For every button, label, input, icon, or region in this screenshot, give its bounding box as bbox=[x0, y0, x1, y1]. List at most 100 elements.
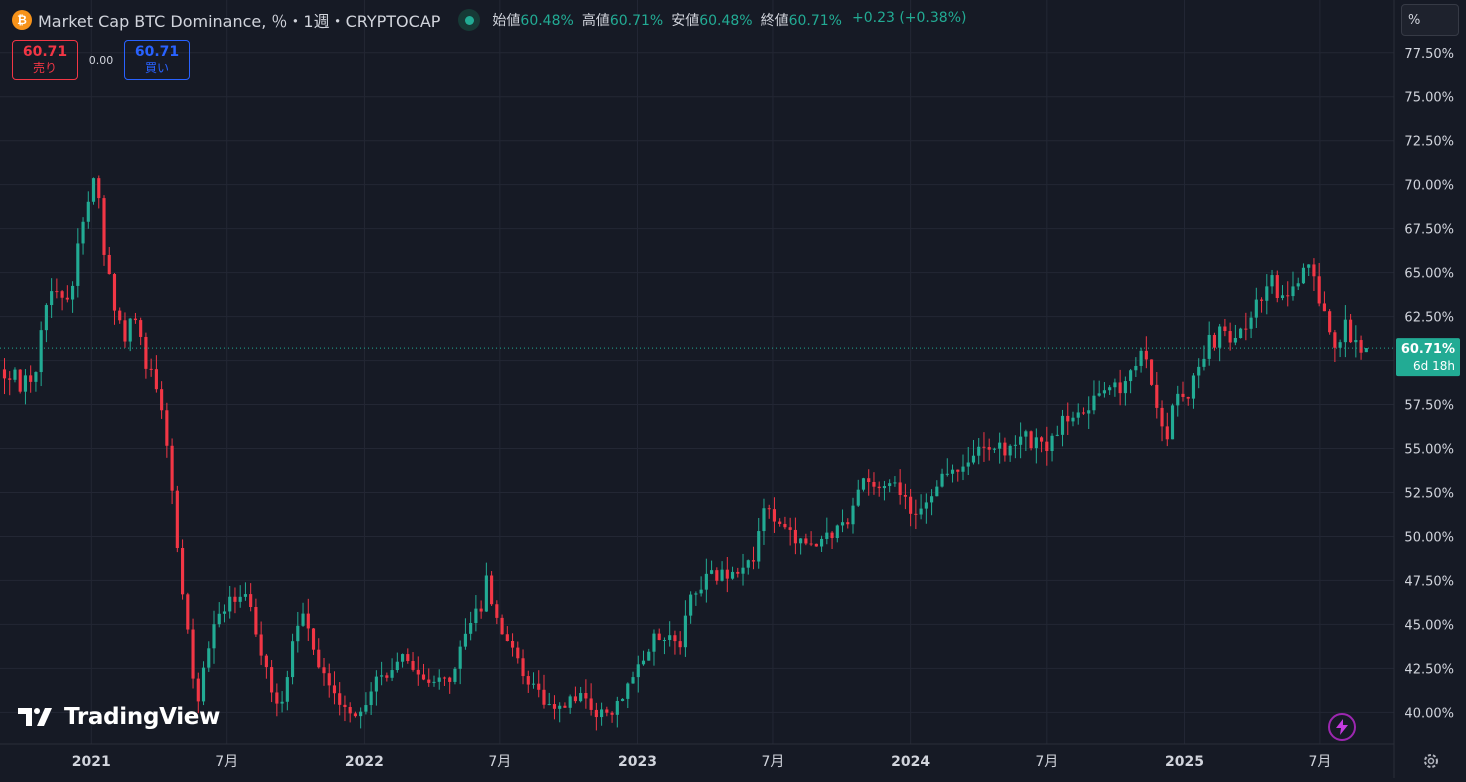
candle-body[interactable] bbox=[641, 660, 646, 665]
candle-body[interactable] bbox=[673, 635, 677, 642]
candle-body[interactable] bbox=[652, 633, 656, 652]
candle-body[interactable] bbox=[1040, 437, 1044, 442]
candle-body[interactable] bbox=[851, 505, 855, 525]
candle-body[interactable] bbox=[301, 613, 305, 626]
candlestick-series[interactable] bbox=[2, 175, 1368, 731]
candle-body[interactable] bbox=[725, 569, 729, 579]
candle-body[interactable] bbox=[877, 486, 881, 489]
candle-body[interactable] bbox=[1155, 384, 1159, 408]
candle-body[interactable] bbox=[940, 473, 944, 487]
candle-body[interactable] bbox=[437, 677, 441, 682]
candle-body[interactable] bbox=[1259, 299, 1264, 301]
candle-body[interactable] bbox=[144, 336, 148, 369]
candle-body[interactable] bbox=[746, 560, 750, 568]
candle-body[interactable] bbox=[699, 589, 703, 594]
candle-body[interactable] bbox=[1071, 417, 1075, 422]
candle-body[interactable] bbox=[830, 532, 834, 539]
candle-body[interactable] bbox=[736, 571, 740, 574]
candle-body[interactable] bbox=[720, 569, 724, 581]
candle-body[interactable] bbox=[620, 698, 625, 701]
candle-body[interactable] bbox=[1191, 375, 1196, 399]
candle-body[interactable] bbox=[1359, 340, 1363, 353]
candle-body[interactable] bbox=[820, 538, 824, 547]
candle-body[interactable] bbox=[296, 625, 300, 642]
candle-body[interactable] bbox=[1060, 415, 1065, 435]
candle-body[interactable] bbox=[1008, 445, 1012, 456]
candle-body[interactable] bbox=[563, 705, 567, 708]
candle-body[interactable] bbox=[228, 596, 232, 612]
candle-body[interactable] bbox=[872, 481, 876, 487]
candle-body[interactable] bbox=[196, 678, 200, 702]
candle-body[interactable] bbox=[1181, 393, 1185, 397]
candle-body[interactable] bbox=[71, 285, 75, 300]
candle-body[interactable] bbox=[1066, 415, 1070, 422]
candle-body[interactable] bbox=[421, 674, 426, 680]
candle-body[interactable] bbox=[458, 646, 462, 669]
candle-body[interactable] bbox=[406, 654, 410, 662]
candle-body[interactable] bbox=[1055, 434, 1059, 436]
candle-body[interactable] bbox=[542, 689, 546, 705]
candle-body[interactable] bbox=[1108, 387, 1112, 391]
candle-body[interactable] bbox=[898, 482, 902, 496]
market-open-dot-icon[interactable] bbox=[458, 9, 481, 31]
candle-body[interactable] bbox=[1129, 370, 1133, 382]
candle-body[interactable] bbox=[2, 369, 7, 379]
candle-body[interactable] bbox=[992, 448, 997, 450]
candle-body[interactable] bbox=[1333, 332, 1337, 348]
candle-body[interactable] bbox=[757, 531, 761, 562]
candle-body[interactable] bbox=[18, 369, 22, 392]
candle-body[interactable] bbox=[463, 633, 467, 647]
candle-body[interactable] bbox=[600, 709, 604, 718]
candle-body[interactable] bbox=[1003, 442, 1007, 456]
candle-body[interactable] bbox=[914, 513, 918, 515]
candle-body[interactable] bbox=[704, 573, 708, 590]
candle-body[interactable] bbox=[411, 661, 415, 670]
candle-body[interactable] bbox=[107, 254, 111, 275]
candle-body[interactable] bbox=[741, 567, 745, 574]
candle-body[interactable] bbox=[579, 693, 583, 702]
candle-body[interactable] bbox=[903, 495, 907, 497]
candle-body[interactable] bbox=[689, 594, 693, 616]
candle-body[interactable] bbox=[950, 469, 955, 474]
candle-body[interactable] bbox=[715, 570, 719, 581]
candle-body[interactable] bbox=[81, 221, 85, 244]
candle-body[interactable] bbox=[966, 462, 970, 467]
candle-body[interactable] bbox=[280, 701, 284, 704]
candle-body[interactable] bbox=[201, 667, 206, 702]
candle-body[interactable] bbox=[987, 447, 991, 450]
candle-body[interactable] bbox=[1045, 441, 1049, 452]
candle-body[interactable] bbox=[128, 318, 132, 342]
candle-body[interactable] bbox=[1249, 317, 1253, 329]
candle-body[interactable] bbox=[139, 320, 143, 337]
candle-body[interactable] bbox=[835, 525, 839, 539]
candle-body[interactable] bbox=[636, 664, 640, 678]
candle-body[interactable] bbox=[1202, 358, 1206, 367]
candle-body[interactable] bbox=[175, 490, 179, 548]
candle-body[interactable] bbox=[165, 410, 169, 446]
price-scale[interactable]: 40.00% 42.50% 45.00% 47.50% 50.00% 52.50% 55.0… bbox=[1404, 47, 1454, 722]
candle-body[interactable] bbox=[86, 201, 90, 222]
candle-body[interactable] bbox=[1312, 264, 1316, 277]
candle-body[interactable] bbox=[1275, 275, 1279, 298]
candle-body[interactable] bbox=[474, 608, 478, 623]
candle-body[interactable] bbox=[961, 466, 965, 472]
candle-body[interactable] bbox=[888, 483, 892, 487]
candle-body[interactable] bbox=[353, 713, 357, 717]
candle-body[interactable] bbox=[285, 677, 289, 702]
candle-body[interactable] bbox=[767, 508, 771, 510]
candle-body[interactable] bbox=[1024, 431, 1028, 437]
candle-body[interactable] bbox=[149, 368, 153, 370]
candle-body[interactable] bbox=[751, 560, 756, 562]
candle-body[interactable] bbox=[65, 297, 69, 300]
candle-body[interactable] bbox=[1013, 444, 1017, 446]
candle-body[interactable] bbox=[448, 677, 452, 682]
candle-body[interactable] bbox=[432, 681, 436, 683]
candle-body[interactable] bbox=[840, 522, 845, 526]
candle-body[interactable] bbox=[348, 707, 352, 714]
candle-body[interactable] bbox=[364, 705, 368, 712]
candle-body[interactable] bbox=[846, 522, 850, 525]
candle-body[interactable] bbox=[1087, 410, 1091, 414]
candle-body[interactable] bbox=[804, 538, 808, 544]
candle-body[interactable] bbox=[39, 330, 43, 373]
candle-body[interactable] bbox=[568, 696, 572, 708]
